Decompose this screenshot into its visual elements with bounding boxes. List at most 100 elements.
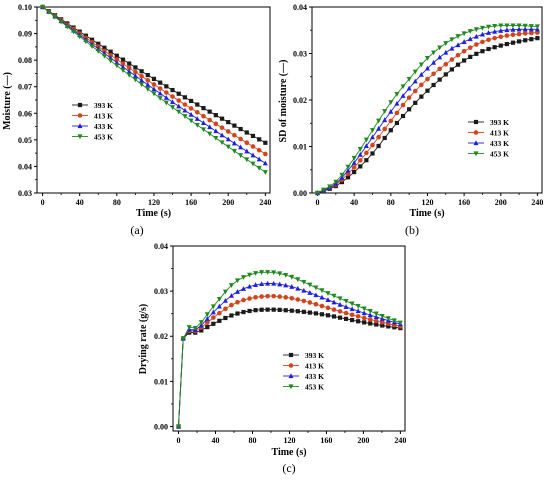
chart-c-data-point xyxy=(301,279,307,285)
chart-b-data-point xyxy=(400,84,406,90)
chart-c-data-point xyxy=(295,297,301,302)
chart-a-data-point xyxy=(188,111,194,117)
chart-b-data-point xyxy=(467,45,473,50)
chart-b-ylabel: SD of moisture (—) xyxy=(278,60,289,143)
chart-b-data-point xyxy=(455,62,461,67)
chart-b-data-point xyxy=(418,71,424,77)
chart-b-data-point xyxy=(370,151,375,156)
chart-b-data-point xyxy=(504,27,510,33)
chart-a-data-point xyxy=(226,120,231,125)
chart-c-data-point xyxy=(319,312,325,317)
chart-b-data-point xyxy=(486,46,491,52)
chart-a-data-point xyxy=(219,132,225,138)
chart-c-data-point xyxy=(289,284,295,289)
chart-c-data-point xyxy=(343,298,349,304)
chart-b-data-point xyxy=(394,120,400,126)
chart-c-legend-label: 413 K xyxy=(305,361,324,370)
chart-a-data-point xyxy=(164,90,169,95)
chart-b-data-point xyxy=(321,187,327,193)
chart-b-data-point xyxy=(516,39,522,44)
chart-b-data-point xyxy=(473,33,479,39)
chart-c-data-point xyxy=(216,303,222,309)
chart-a-data-point xyxy=(151,76,157,81)
chart-a-data-point xyxy=(89,44,95,49)
chart-b-xtick-label: 160 xyxy=(458,198,470,207)
chart-a-data-point xyxy=(139,82,145,88)
chart-a-xtick-label: 200 xyxy=(222,198,234,207)
chart-c-data-point xyxy=(241,275,247,280)
chart-b-legend-label: 453 K xyxy=(490,149,509,158)
chart-c-data-point xyxy=(283,282,289,288)
chart-c-data-point xyxy=(349,312,355,318)
chart-c-data-point xyxy=(247,296,252,301)
chart-c-data-point xyxy=(295,285,301,291)
chart-c-data-point xyxy=(325,297,331,302)
chart-c-data-point xyxy=(319,303,325,309)
chart-b-data-point xyxy=(339,172,345,178)
chart-b-data-point xyxy=(418,62,424,68)
chart-b-data-point xyxy=(376,134,381,140)
chart-a-data-point xyxy=(126,65,132,71)
chart-c-data-point xyxy=(289,274,295,280)
chart-b-xtick-label: 0 xyxy=(315,198,319,207)
chart-a-data-point xyxy=(176,103,182,109)
chart-b-caption: (b) xyxy=(405,223,419,237)
chart-c-ytick-label: 0.02 xyxy=(154,332,168,341)
chart-b-data-point xyxy=(363,137,369,143)
chart-c-data-point xyxy=(277,271,283,277)
chart-b-data-point xyxy=(474,51,479,56)
chart-a-data-point xyxy=(200,127,206,133)
chart-a-series-393K xyxy=(40,4,268,145)
chart-c-data-point xyxy=(241,309,246,315)
chart-b-data-point xyxy=(467,36,473,42)
chart-c-data-point xyxy=(313,301,319,307)
chart-a-data-point xyxy=(262,170,268,175)
chart-b-data-point xyxy=(455,52,461,58)
chart-b-data-point xyxy=(461,48,467,54)
chart-a-data-point xyxy=(108,52,113,58)
chart-b-data-point xyxy=(443,49,449,55)
chart-a-data-point xyxy=(108,58,114,64)
chart-c-legend-marker xyxy=(288,373,294,379)
chart-c-data-point xyxy=(259,294,264,299)
chart-b-data-point xyxy=(364,158,369,163)
chart-b-data-point xyxy=(314,190,320,196)
chart-a-data-point xyxy=(71,29,77,35)
chart-c-series-line xyxy=(178,271,401,427)
chart-a-legend-marker xyxy=(77,102,83,108)
chart-a-data-point xyxy=(114,57,120,62)
chart-a-data-point xyxy=(225,144,231,150)
chart-c-data-point xyxy=(380,323,385,328)
chart-c-data-point xyxy=(301,298,307,304)
chart-c-data-point xyxy=(283,308,288,313)
chart-c-data-point xyxy=(343,310,349,316)
chart-b-data-point xyxy=(535,30,540,35)
chart-b-data-point xyxy=(467,29,473,34)
chart-b-data-point xyxy=(529,30,534,36)
chart-c-xtick-label: 40 xyxy=(212,436,220,445)
chart-c-data-point xyxy=(355,308,361,314)
chart-a-data-point xyxy=(139,73,144,79)
chart-b: 0 40 80 120 160 200 240 0.00 0.01 0.02 0.03 0.04 Tim… xyxy=(278,3,543,237)
chart-b-data-point xyxy=(382,117,388,123)
chart-b-data-point xyxy=(424,65,430,71)
chart-a-data-point xyxy=(151,82,157,87)
chart-a-data-point xyxy=(145,72,150,78)
chart-c-data-point xyxy=(222,289,228,295)
chart-c-data-point xyxy=(307,282,313,288)
chart-b-data-point xyxy=(510,32,516,38)
chart-a-data-point xyxy=(213,113,218,118)
chart-a-data-point xyxy=(244,130,249,135)
chart-c-data-point xyxy=(337,301,343,307)
chart-c-data-point xyxy=(361,315,367,321)
chart-a-data-point xyxy=(157,86,163,91)
chart-b-data-point xyxy=(449,45,455,51)
chart-c-data-point xyxy=(271,270,277,276)
chart-a-data-point xyxy=(238,136,243,142)
chart-b-data-point xyxy=(492,28,498,34)
chart-c-data-point xyxy=(362,320,367,325)
chart-a-data-point xyxy=(219,125,225,130)
chart-b-ytick-label: 0.01 xyxy=(293,143,307,152)
chart-b-xtick-label: 80 xyxy=(387,198,395,207)
chart-a-ytick-label: 0.10 xyxy=(18,3,32,12)
